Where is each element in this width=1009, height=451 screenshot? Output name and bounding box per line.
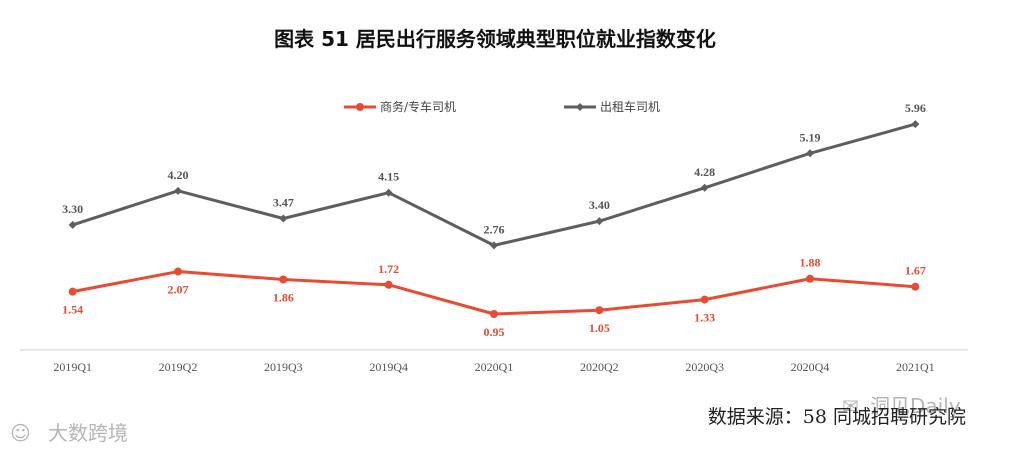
- series-layer: [68, 120, 920, 318]
- point-taxi-driver-2020q1: [490, 241, 498, 250]
- x-tick-2019q2: 2019Q2: [159, 360, 198, 374]
- data-label-business-driver-2020q1: 0.95: [484, 325, 505, 339]
- point-business-driver-2019q2: [174, 267, 182, 276]
- legend-item-business-driver: 商务/专车司机: [344, 99, 456, 114]
- legend: 商务/专车司机 出租车司机: [344, 99, 660, 114]
- data-label-business-driver-2019q1: 1.54: [62, 303, 83, 317]
- data-label-business-driver-2019q2: 2.07: [168, 283, 189, 297]
- source-note: 数据来源：58 同城招聘研究院: [708, 406, 966, 428]
- data-label-business-driver-2019q4: 1.72: [378, 262, 399, 276]
- x-tick-2019q1: 2019Q1: [53, 360, 92, 374]
- data-label-taxi-driver-2019q3: 3.47: [273, 195, 294, 209]
- data-label-business-driver-2019q3: 1.86: [273, 291, 294, 305]
- point-taxi-driver-2020q4: [806, 149, 814, 158]
- legend-label-business-driver: 商务/专车司机: [380, 99, 456, 114]
- x-tick-2020q4: 2020Q4: [791, 360, 830, 374]
- point-business-driver-2019q1: [68, 287, 77, 296]
- x-tick-labels: 2019Q1 2019Q2 2019Q3 2019Q4 2020Q1 2020Q2 2020…: [53, 360, 934, 374]
- point-business-driver-2020q1: [490, 309, 498, 318]
- legend-item-taxi-driver: 出租车司机: [564, 99, 660, 114]
- x-tick-2020q2: 2020Q2: [580, 360, 619, 374]
- data-label-taxi-driver-2019q1: 3.30: [62, 202, 83, 216]
- watermark-left-icon: ☺: [10, 421, 31, 445]
- data-label-business-driver-2021q1: 1.67: [905, 264, 926, 278]
- point-business-driver-2019q4: [384, 280, 393, 289]
- x-tick-2019q3: 2019Q3: [264, 360, 303, 374]
- point-business-driver-2021q1: [911, 282, 920, 291]
- x-tick-2020q1: 2020Q1: [475, 360, 514, 374]
- legend-label-taxi-driver: 出租车司机: [600, 99, 660, 114]
- point-taxi-driver-2019q3: [279, 214, 288, 223]
- x-tick-2021q1: 2021Q1: [896, 360, 935, 374]
- point-taxi-driver-2020q2: [595, 217, 604, 226]
- x-tick-2020q3: 2020Q3: [685, 360, 724, 374]
- point-taxi-driver-2019q1: [68, 220, 77, 229]
- watermark-right-icon: ✉: [842, 394, 859, 418]
- watermark-right: 洞见Daily: [870, 394, 961, 418]
- legend-marker-taxi-driver: [576, 103, 584, 111]
- data-label-business-driver-2020q3: 1.33: [694, 311, 715, 325]
- point-business-driver-2019q3: [279, 275, 288, 284]
- point-business-driver-2020q4: [806, 274, 814, 283]
- data-label-taxi-driver-2021q1: 5.96: [905, 101, 926, 115]
- point-taxi-driver-2019q4: [384, 188, 393, 197]
- x-tick-2019q4: 2019Q4: [369, 360, 408, 374]
- point-taxi-driver-2019q2: [174, 186, 182, 195]
- data-label-taxi-driver-2020q1: 2.76: [484, 222, 505, 236]
- legend-marker-business-driver: [356, 103, 364, 111]
- chart-title: 图表 51 居民出行服务领域典型职位就业指数变化: [274, 27, 716, 51]
- data-label-taxi-driver-2019q2: 4.20: [168, 168, 189, 182]
- point-business-driver-2020q2: [595, 306, 604, 315]
- data-label-taxi-driver-2020q4: 5.19: [800, 130, 821, 144]
- data-label-taxi-driver-2020q2: 3.40: [589, 198, 610, 212]
- point-taxi-driver-2020q3: [700, 183, 709, 192]
- data-label-taxi-driver-2019q4: 4.15: [378, 170, 399, 184]
- point-taxi-driver-2021q1: [911, 120, 920, 129]
- point-business-driver-2020q3: [700, 295, 709, 304]
- data-label-business-driver-2020q2: 1.05: [589, 321, 610, 335]
- watermark-left: 大数跨境: [48, 421, 128, 445]
- data-label-business-driver-2020q4: 1.88: [800, 256, 821, 270]
- data-label-taxi-driver-2020q3: 4.28: [694, 165, 715, 179]
- data-labels: 1.54 2.07 1.86 1.72 0.95 1.05 1.33 1.88 1.67 3.30…: [62, 101, 926, 339]
- series-line-business-driver: [72, 270, 916, 316]
